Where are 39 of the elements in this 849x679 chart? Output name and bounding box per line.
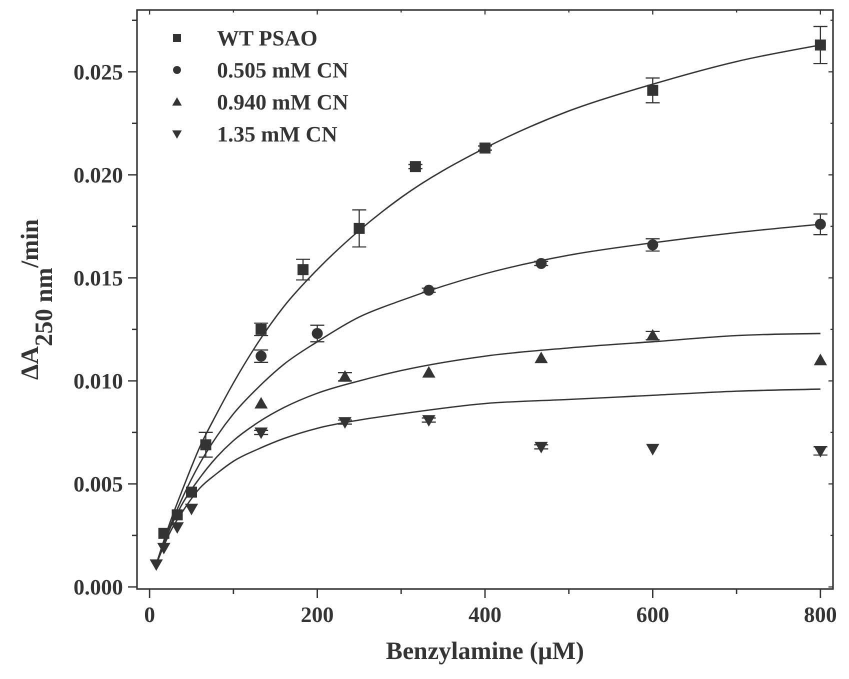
point: [298, 264, 309, 276]
y-tick-label: 0.025: [74, 60, 123, 85]
point: [200, 439, 212, 450]
point: [150, 559, 163, 571]
point: [157, 542, 170, 554]
point: [814, 354, 828, 366]
x-tick-label: 600: [636, 602, 670, 627]
point: [254, 427, 268, 439]
point: [186, 486, 198, 498]
point: [172, 509, 183, 520]
y-tick-label: 0.000: [74, 574, 123, 600]
point: [534, 442, 548, 454]
point: [170, 522, 184, 534]
x-tick-label: 400: [468, 602, 502, 627]
x-tick-label: 0: [144, 602, 156, 627]
y-tick-label: 0.005: [74, 472, 123, 497]
legend-label: 0.505 mM CN: [217, 58, 348, 83]
legend-label: 0.940 mM CN: [217, 90, 348, 115]
x-tick-label: 200: [300, 602, 334, 627]
x-axis-title: Benzylamine (μM): [386, 638, 584, 665]
point: [422, 415, 436, 427]
point: [254, 396, 268, 409]
x-tick-label: 800: [804, 602, 837, 627]
y-tick-label: 0.020: [74, 162, 123, 188]
point: [422, 366, 436, 378]
point: [354, 222, 365, 234]
point: [814, 40, 826, 51]
point: [410, 161, 421, 172]
y-tick-label: 0.015: [74, 266, 123, 291]
point: [158, 528, 170, 539]
point: [534, 352, 548, 364]
legend-label: 1.35 mM CN: [217, 122, 338, 147]
point: [647, 84, 658, 96]
point: [646, 444, 660, 456]
legend-label: WT PSAO: [217, 26, 318, 51]
point: [480, 142, 490, 154]
point: [338, 417, 352, 429]
point: [184, 504, 198, 516]
y-tick-label: 0.010: [74, 368, 123, 394]
